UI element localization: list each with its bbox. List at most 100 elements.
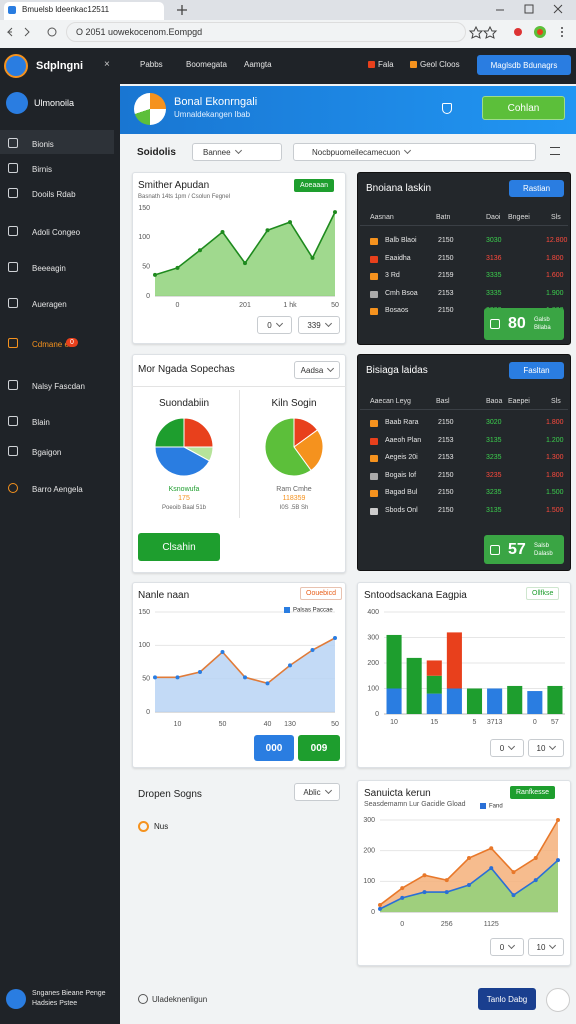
avatar <box>6 989 26 1009</box>
panel-header: Basl <box>436 398 450 405</box>
banner-title: Bonal Ekonrngali <box>174 96 258 108</box>
new-tab[interactable] <box>177 5 187 15</box>
table-cell: 3235 <box>486 454 502 462</box>
sidebar-item[interactable]: Birnis <box>32 165 53 174</box>
table-cell: Sbods Onl <box>385 507 418 514</box>
sidebar-item[interactable]: Blain <box>32 418 50 427</box>
control[interactable]: 0 <box>490 739 524 757</box>
toolbar-title: Soidolis <box>137 147 176 158</box>
sidebar-item[interactable]: Barro Aengela <box>32 485 83 494</box>
nav-button-label: Maglsdb Bdunagrs <box>490 60 558 70</box>
card-button[interactable]: 000 <box>254 735 294 761</box>
pie-title: Kiln Sogin <box>271 398 317 409</box>
control[interactable]: 339 <box>298 316 340 334</box>
sidebar-footer: Snganes Bieane Penge <box>32 990 106 997</box>
table-cell: 3136 <box>486 254 502 262</box>
row-icon <box>370 420 378 427</box>
control[interactable]: 0 <box>257 316 292 334</box>
back[interactable] <box>6 27 13 37</box>
close[interactable] <box>553 4 563 14</box>
extension[interactable] <box>514 28 522 36</box>
row-icon <box>370 255 378 263</box>
card-subtitle: Seasdemamn Lur Gacidle Gload <box>364 801 466 808</box>
sidebar-item[interactable]: Nalsy Fascdan <box>32 382 85 391</box>
table-cell: 1.200 <box>546 436 564 444</box>
select[interactable]: Aadsa <box>294 361 340 379</box>
address-bar[interactable] <box>66 22 466 42</box>
footer-button[interactable]: Tanlo Dabg <box>478 988 536 1010</box>
table-cell: 1.800 <box>546 471 564 479</box>
banner-button[interactable]: Cohlan <box>482 96 565 120</box>
control[interactable]: 10 <box>528 938 564 956</box>
panel-button[interactable]: Rastian <box>509 180 564 197</box>
nav-icon <box>368 61 375 68</box>
sidebar-icon <box>8 380 18 390</box>
footer-text: Uladeknenligun <box>152 995 208 1004</box>
tab[interactable] <box>4 2 164 20</box>
nav-link[interactable]: Geol Cloos <box>420 60 460 69</box>
control-label: 339 <box>307 320 321 330</box>
card-title: Smither Apudan <box>138 180 210 191</box>
nav-icon <box>410 61 417 68</box>
sidebar-item[interactable]: Aueragen <box>32 300 67 309</box>
forward[interactable] <box>24 27 30 37</box>
stat-value: 80 <box>508 315 526 332</box>
table-cell: 3 Rd <box>385 272 400 279</box>
maximize[interactable] <box>524 4 534 14</box>
table-cell: 2150 <box>438 254 454 262</box>
table-cell: 2150 <box>438 471 454 479</box>
select-label: Ablic <box>303 787 321 797</box>
sidebar-icon <box>8 483 18 493</box>
row-icon <box>370 308 378 315</box>
sidebar-item[interactable]: Beeeagin <box>32 264 66 273</box>
card-title: Sntoodsackana Eagpia <box>364 590 467 601</box>
panel-title: Bnoiana laskin <box>366 183 432 194</box>
control-label: 0 <box>499 942 505 952</box>
control-label: 0 <box>499 743 505 753</box>
sidebar-title: Ulmonoila <box>34 98 75 108</box>
sidebar-item[interactable]: Bionis <box>32 140 54 149</box>
table-cell: Baab Rara <box>385 419 419 426</box>
nav-link[interactable]: Aamgta <box>244 60 272 69</box>
select[interactable]: Bannee <box>192 143 282 161</box>
control[interactable]: 0 <box>490 938 524 956</box>
filter-icon[interactable] <box>550 147 560 155</box>
sidebar-item[interactable]: Bgaigon <box>32 448 62 457</box>
sidebar-item[interactable]: Adoli Congeo <box>32 228 81 237</box>
tab-title: Bmuelsb ldeenkac12511 <box>22 5 110 14</box>
control[interactable]: 10 <box>528 739 564 757</box>
panel-header: Aasnan <box>370 214 394 221</box>
table-cell: 1.500 <box>546 507 564 514</box>
panel-rule <box>360 225 568 226</box>
sidebar-icon <box>8 138 18 148</box>
select[interactable]: Ablic <box>294 783 340 801</box>
row-icon <box>370 437 378 445</box>
list-item[interactable]: Nus <box>154 822 169 831</box>
list-icon <box>138 821 149 832</box>
card-subtitle: Basnath 14ts 1pm / Csolun Fegnel <box>138 194 231 200</box>
nav-button[interactable]: Maglsdb Bdunagrs <box>477 55 571 75</box>
nav-close[interactable]: × <box>104 59 110 70</box>
browser-icons <box>6 4 563 39</box>
table-cell: 3135 <box>486 436 502 444</box>
badge: Oouebicd <box>300 587 342 600</box>
table-cell: 1.300 <box>546 454 564 462</box>
bookmark[interactable] <box>482 25 498 39</box>
nav-link[interactable]: Fala <box>378 60 394 69</box>
sidebar-badge: 0 <box>66 338 78 347</box>
sidebar-item[interactable]: Cdmane e <box>32 340 69 349</box>
nav-link[interactable]: Boomegata <box>186 60 227 69</box>
row-icon <box>370 472 378 480</box>
table-cell: 3335 <box>486 272 502 279</box>
nav-link[interactable]: Pabbs <box>140 60 163 69</box>
panel-button[interactable]: Fasltan <box>509 362 564 379</box>
table-cell: 2150 <box>438 419 454 426</box>
card-button[interactable]: Clsahin <box>138 533 220 561</box>
search[interactable]: Nocbpuomeilecamecuon <box>293 143 536 161</box>
card-button[interactable]: 009 <box>298 735 340 761</box>
reload[interactable] <box>47 27 57 37</box>
scroll-top[interactable] <box>546 988 570 1012</box>
star[interactable] <box>468 25 484 39</box>
row-icon <box>370 508 378 515</box>
sidebar-item[interactable]: Dooils Rdab <box>32 190 76 199</box>
